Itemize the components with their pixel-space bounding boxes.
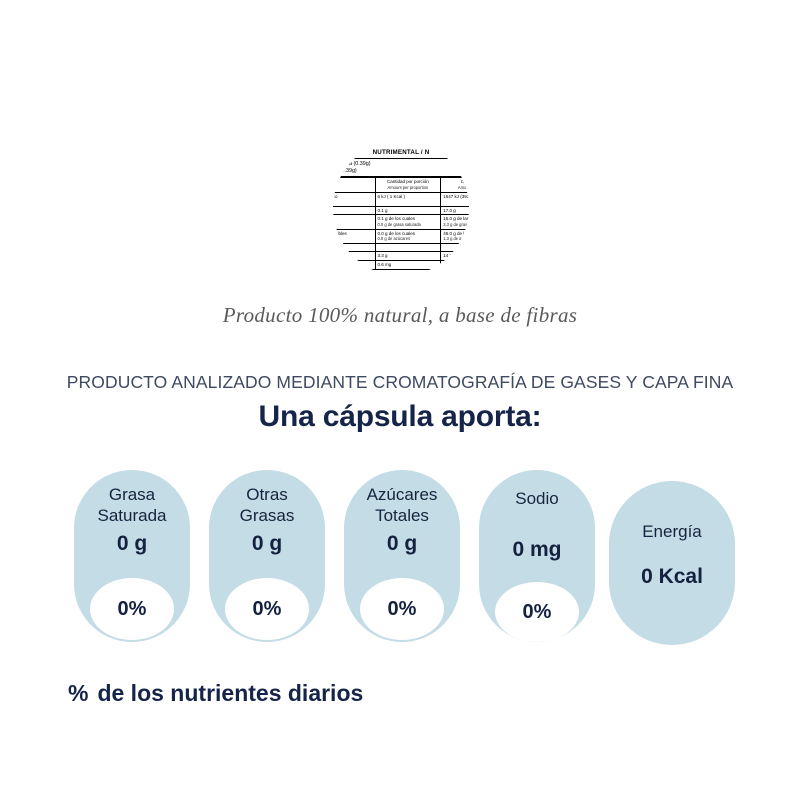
nutrient-value: 0 g bbox=[116, 532, 148, 555]
nutrient-label-line1: Azúcares bbox=[366, 485, 438, 504]
daily-nutrients-note: % de los nutrientes diarios bbox=[68, 680, 363, 707]
nutrient-label-line2: Totales bbox=[375, 506, 429, 525]
nutrient-value: 0 g bbox=[251, 532, 283, 555]
percent-circle-sodio: 0% bbox=[495, 582, 579, 642]
row-per-100g: 1647 kJ (393 kcal) bbox=[440, 191, 469, 207]
percent-circle-otras-grasas: 0% bbox=[225, 578, 309, 640]
nutrient-label-line1: Energía bbox=[642, 522, 702, 541]
serving-size-es: a la porción: 1 cápsula (0.39g) bbox=[333, 160, 371, 167]
row-per-serving: 6 kJ ( 1 Kcal ) bbox=[374, 191, 442, 207]
serving-size-en: g size: 1 capsule (0.39g) bbox=[333, 167, 357, 174]
percent-value: 0% bbox=[387, 597, 417, 620]
nutrition-facts-figure: NUTRIMENTAL / N a la porción: 1 cápsula … bbox=[333, 140, 469, 276]
percent-value: 0% bbox=[117, 597, 147, 620]
table-header-row: Cantidad por porción Amount per proporti… bbox=[333, 177, 469, 193]
page-title: Una cápsula aporta: bbox=[258, 400, 542, 433]
nutrition-facts-table: NUTRIMENTAL / N a la porción: 1 cápsula … bbox=[333, 140, 469, 276]
column-header-per-serving: Cantidad por porción Amount per proporti… bbox=[374, 177, 442, 193]
nutrient-value: 0 g bbox=[386, 532, 418, 555]
nutrient-label-line1: Sodio bbox=[515, 489, 559, 508]
percent-value: 0% bbox=[252, 597, 282, 620]
nutrient-label-line1: Grasa bbox=[108, 485, 156, 504]
table-row: rasas (Lípidos) / Lipids 0.1 g de los cu… bbox=[333, 214, 469, 230]
row-per-100g: 15.0 g de las cuales 3.3 g de grasa satu… bbox=[440, 214, 469, 230]
analysis-method-line: PRODUCTO ANALIZADO MEDIANTE CROMATOGRAFÍ… bbox=[66, 372, 734, 392]
row-per-100g: 2 mg bbox=[440, 259, 469, 270]
nutrient-values-table: Cantidad por porción Amount per proporti… bbox=[333, 177, 469, 270]
nutrient-value: 0 mg bbox=[512, 538, 562, 561]
nutrient-label-line2: Grasas bbox=[239, 506, 295, 525]
nutrient-label-line1: Otras bbox=[246, 485, 288, 504]
table-row: arbohidratos disponibles (tot. de carbon… bbox=[333, 228, 469, 244]
serving-size-block: a la porción: 1 cápsula (0.39g) g size: … bbox=[333, 159, 469, 178]
percent-value: 0% bbox=[522, 600, 552, 623]
column-header-per-100g: Cantidad por Amount per 100g bbox=[440, 177, 469, 193]
table-row: ontenido energético nergetic content 6 k… bbox=[333, 191, 469, 207]
percent-circle-azucares-totales: 0% bbox=[360, 578, 444, 640]
nutrient-value: 0 Kcal bbox=[641, 565, 703, 588]
table-row: 0.6 mg 2 mg bbox=[333, 259, 469, 270]
nutrient-pill-energia: Energía 0 Kcal bbox=[609, 481, 735, 645]
row-per-100g: 45.0 g de los cuales 1.3 g de azúcares bbox=[440, 228, 469, 244]
percent-circle-grasa-saturada: 0% bbox=[90, 578, 174, 640]
percent-symbol: % bbox=[68, 680, 89, 706]
daily-nutrients-text: de los nutrientes diarios bbox=[97, 680, 364, 706]
nutrition-table-title: NUTRIMENTAL / N bbox=[333, 140, 469, 159]
product-tagline: Producto 100% natural, a base de fibras bbox=[222, 303, 578, 327]
nutrient-label-line2: Saturada bbox=[97, 506, 167, 525]
